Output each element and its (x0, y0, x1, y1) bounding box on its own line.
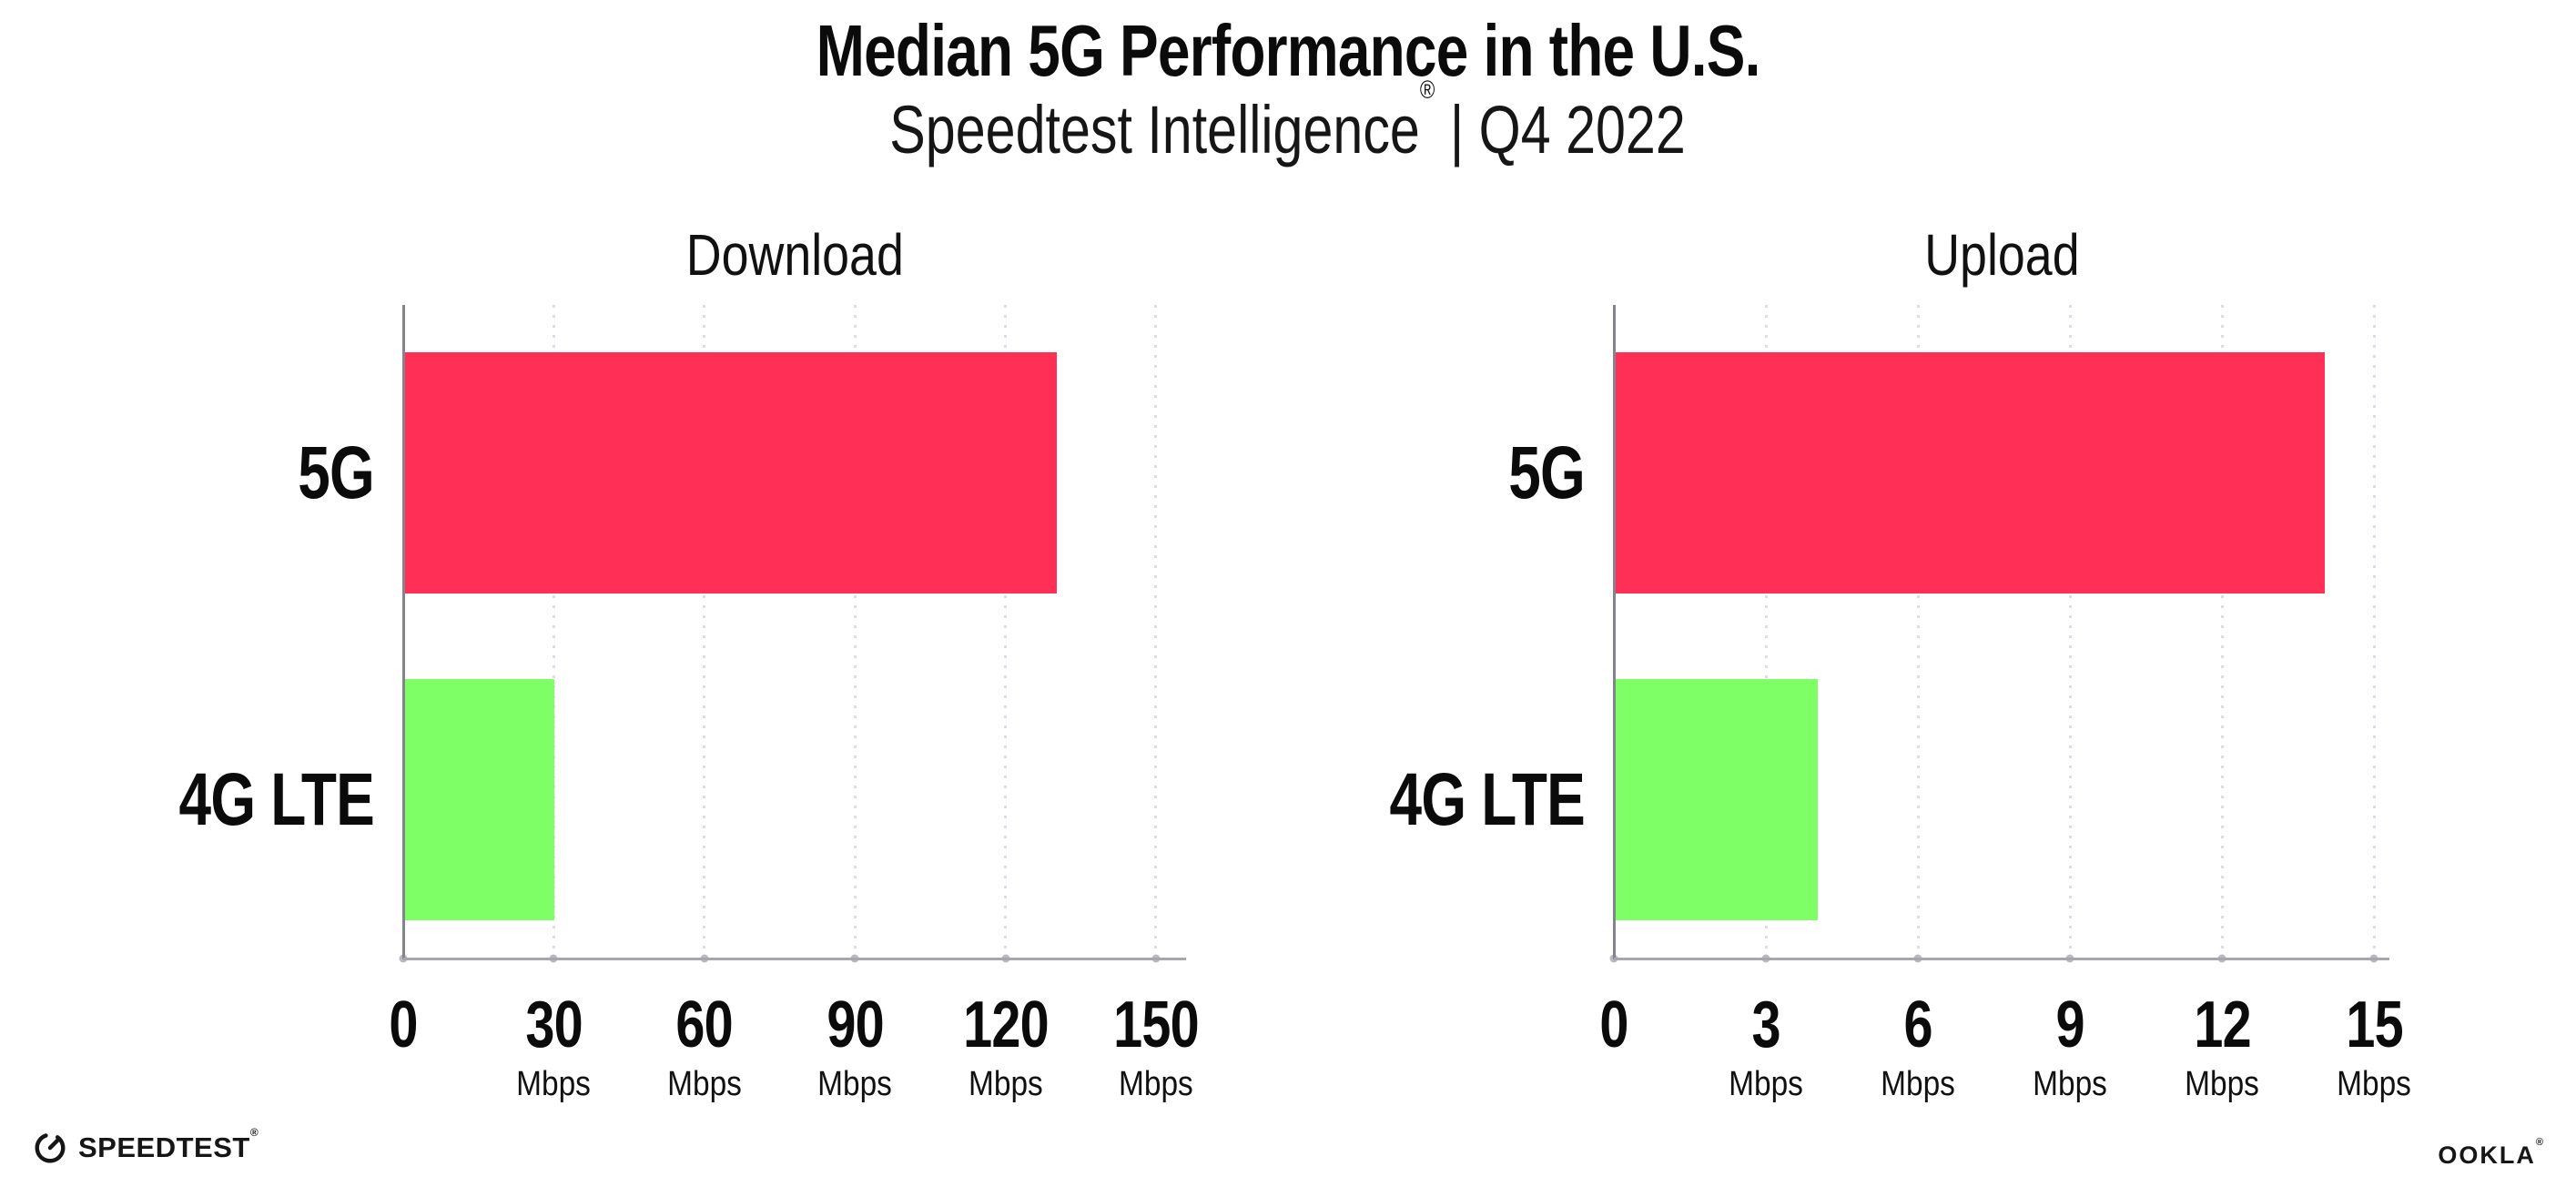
x-tick-unit: Mbps (968, 1065, 1043, 1103)
subtitle-brand: Speedtest Intelligence (889, 92, 1421, 167)
gridline (1004, 305, 1008, 959)
x-tick-unit: Mbps (516, 1065, 592, 1103)
x-tick-value: 90 (826, 989, 884, 1061)
chart-title-download: Download (685, 222, 904, 288)
x-tick-label: 30 Mbps (512, 992, 596, 1101)
page-header: Median 5G Performance in the U.S. Speedt… (0, 13, 2576, 164)
gridline (853, 305, 857, 959)
chart-title-upload: Upload (1923, 222, 2080, 288)
x-tick-label: 6 Mbps (1876, 992, 1961, 1101)
x-tick-value: 3 (1751, 989, 1780, 1061)
bar-4g-lte (1615, 679, 1818, 920)
x-tick-value: 9 (2055, 989, 2085, 1061)
subtitle-period: | Q4 2022 (1435, 92, 1687, 167)
x-tick-value: 15 (2346, 989, 2403, 1061)
category-label-4g-lte: 4G LTE (1389, 757, 1586, 841)
category-label-5g: 5G (1508, 431, 1586, 514)
x-tick-label: 3 Mbps (1724, 992, 1809, 1101)
x-tick-value: 0 (1599, 989, 1628, 1061)
x-tick-value: 30 (525, 989, 583, 1061)
x-tick-unit: Mbps (1881, 1065, 1955, 1103)
x-tick-label: 150 Mbps (1102, 992, 1209, 1101)
bar-4g-lte (404, 679, 555, 920)
x-tick-unit: Mbps (2033, 1065, 2108, 1103)
registered-mark: ® (1420, 76, 1435, 105)
gauge-icon (33, 1131, 67, 1165)
ookla-logo: OOKLA® (2438, 1137, 2543, 1170)
registered-mark: ® (2535, 1137, 2543, 1148)
x-tick-value: 150 (1113, 989, 1200, 1061)
ookla-wordmark: OOKLA (2438, 1141, 2536, 1169)
speedtest-wordmark: SPEEDTEST® (78, 1125, 259, 1163)
x-tick-label: 0 (1596, 992, 1631, 1058)
x-tick-label: 60 Mbps (662, 992, 746, 1101)
gridline (2068, 305, 2072, 959)
speedtest-logo: SPEEDTEST® (33, 1125, 259, 1165)
x-tick-value: 12 (2193, 989, 2251, 1061)
x-tick-unit: Mbps (2337, 1065, 2412, 1103)
x-tick-value: 0 (389, 989, 418, 1061)
download-chart-plot: 0 30 Mbps 60 Mbps 90 Mbps 120 Mbps 150 Mbps 5G 4G LT… (179, 305, 1200, 1101)
page-title-text: Median 5G Performance in the U.S. (816, 10, 1761, 91)
gridline (2220, 305, 2224, 959)
x-tick-value: 120 (962, 989, 1050, 1061)
upload-chart-plot: 0 3 Mbps 6 Mbps 9 Mbps 12 Mbps 15 Mbps 5G 4G LTE (1390, 305, 2411, 1101)
x-tick-unit: Mbps (2185, 1065, 2260, 1103)
gridline (703, 305, 706, 959)
page-title: Median 5G Performance in the U.S. (0, 13, 2576, 89)
x-tick-label: 12 Mbps (2180, 992, 2265, 1101)
x-tick-label: 0 (385, 992, 421, 1058)
gridline (2372, 305, 2376, 959)
y-axis-line (402, 305, 405, 959)
x-axis-line (403, 958, 1186, 960)
gridline (1764, 305, 1768, 959)
x-tick-label: 9 Mbps (2028, 992, 2113, 1101)
gridline (1154, 305, 1158, 959)
x-tick-unit: Mbps (1729, 1065, 1803, 1103)
registered-mark: ® (249, 1125, 259, 1139)
x-tick-unit: Mbps (1119, 1065, 1193, 1103)
bar-5g (404, 352, 1057, 593)
x-axis-line (1614, 958, 2389, 960)
x-tick-unit: Mbps (817, 1065, 893, 1103)
x-tick-value: 60 (675, 989, 734, 1061)
x-tick-label: 90 Mbps (813, 992, 898, 1101)
bar-5g (1615, 352, 2325, 593)
gridline (1916, 305, 1920, 959)
x-tick-label: 120 Mbps (952, 992, 1059, 1101)
page-subtitle: Speedtest Intelligence® | Q4 2022 (0, 77, 2576, 164)
category-label-4g-lte: 4G LTE (178, 757, 375, 841)
y-axis-line (1613, 305, 1616, 959)
category-label-5g: 5G (298, 431, 375, 514)
x-tick-value: 6 (1903, 989, 1932, 1061)
gridline (552, 305, 555, 959)
x-tick-label: 15 Mbps (2332, 992, 2417, 1101)
x-tick-unit: Mbps (666, 1065, 742, 1103)
